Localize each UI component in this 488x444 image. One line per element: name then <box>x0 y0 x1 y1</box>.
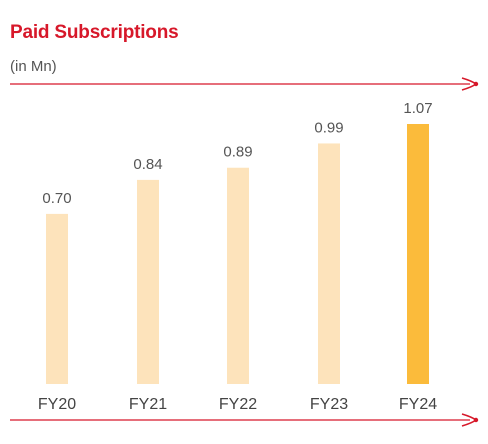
bar-fy24 <box>407 124 429 384</box>
bar-fy20 <box>46 213 68 384</box>
category-label-fy21: FY21 <box>129 396 167 413</box>
category-labels-layer: FY20 FY21 FY22 FY23 FY24 <box>38 396 437 413</box>
bar-fy22 <box>227 167 249 384</box>
bars-layer <box>46 124 429 384</box>
category-label-fy20: FY20 <box>38 396 76 413</box>
chart-unit-label: (in Mn) <box>10 58 57 75</box>
value-label-fy22: 0.89 <box>223 144 252 161</box>
value-label-fy20: 0.70 <box>42 190 71 207</box>
value-label-fy21: 0.84 <box>133 156 162 173</box>
category-label-fy24: FY24 <box>399 396 437 413</box>
bottom-divider-ornament <box>461 413 479 427</box>
value-label-fy23: 0.99 <box>314 119 343 136</box>
category-label-fy22: FY22 <box>219 396 257 413</box>
bottom-divider <box>10 413 479 427</box>
chart-title: Paid Subscriptions <box>10 22 179 43</box>
bar-fy23 <box>318 143 340 384</box>
bar-fy21 <box>137 179 159 384</box>
category-label-fy23: FY23 <box>310 396 348 413</box>
top-divider-ornament <box>461 77 479 91</box>
value-labels-layer: 0.70 0.84 0.89 0.99 1.07 <box>42 100 432 207</box>
top-divider <box>10 77 479 91</box>
value-label-fy24: 1.07 <box>403 100 432 117</box>
